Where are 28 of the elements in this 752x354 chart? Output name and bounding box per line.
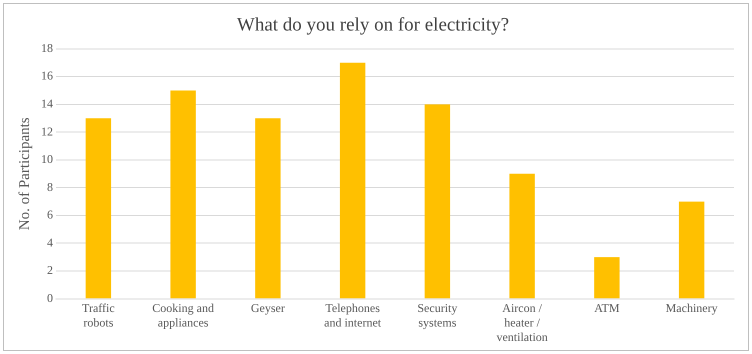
y-axis-title: No. of Participants — [16, 117, 33, 230]
bar — [509, 174, 535, 298]
y-tick-label: 8 — [47, 180, 53, 194]
x-tick-label: Aircon / heater / ventilation — [496, 301, 548, 344]
y-tick-label: 16 — [41, 68, 53, 83]
x-tick-label: Cooking and appliances — [152, 301, 214, 330]
bar — [594, 257, 620, 298]
y-tick-label: 6 — [47, 208, 53, 222]
x-tick-label: ATM — [594, 301, 620, 316]
bar — [678, 202, 704, 298]
bar — [170, 90, 196, 298]
y-tick-label: 12 — [41, 124, 53, 138]
bar — [340, 62, 366, 298]
x-tick-label: Security systems — [417, 301, 458, 330]
bar — [424, 104, 450, 298]
x-tick-label: Traffic robots — [82, 301, 115, 330]
y-tick-label: 4 — [47, 235, 53, 250]
chart-title: What do you rely on for electricity? — [236, 14, 510, 36]
y-tick-label: 18 — [41, 40, 53, 55]
bar — [255, 118, 281, 298]
y-tick-label: 2 — [47, 263, 53, 278]
bar — [86, 118, 112, 298]
y-tick-label: 14 — [41, 96, 53, 111]
x-tick-label: Machinery — [666, 301, 718, 316]
x-tick-label: Telephones and internet — [324, 301, 382, 330]
y-tick-label: 0 — [47, 290, 53, 305]
x-tick-label: Geyser — [250, 301, 285, 316]
y-tick-label: 10 — [41, 152, 53, 166]
